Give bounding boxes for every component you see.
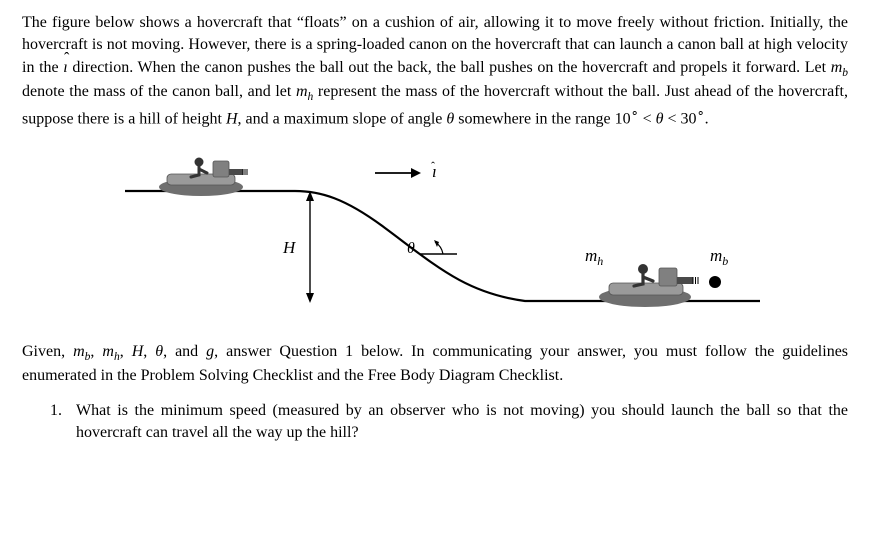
mb-symbol: m	[831, 59, 843, 76]
label-mb: mb	[710, 246, 728, 268]
diagram-svg: H θ ı ˆ	[105, 143, 765, 323]
theta-symbol: θ	[446, 111, 454, 128]
mb-sub: b	[842, 67, 848, 79]
mh-2: m	[102, 343, 114, 360]
given-prefix: Given,	[22, 343, 73, 360]
i-hat-symbol: ı	[63, 57, 67, 79]
label-ihat-hat: ˆ	[431, 159, 435, 173]
question-1-text: What is the minimum speed (measured by a…	[76, 400, 848, 445]
given-and: , and	[163, 343, 206, 360]
mh-sub: h	[308, 91, 314, 103]
height-arrow-bottom	[306, 293, 314, 303]
paragraph-given: Given, mb, mh, H, θ, and g, answer Quest…	[22, 341, 848, 388]
mb-2: m	[73, 343, 85, 360]
theta-arrowhead	[434, 240, 439, 247]
hovercraft-bottom	[599, 264, 698, 307]
canon-ball	[709, 276, 721, 288]
question-1-number: 1.	[50, 400, 68, 445]
ihat-arrowhead	[411, 168, 421, 178]
mh-sub-2: h	[114, 351, 120, 363]
theta-3: θ	[155, 343, 163, 360]
label-theta: θ	[407, 240, 415, 257]
H-2: H	[132, 343, 144, 360]
hovercraft-top	[159, 158, 247, 197]
label-H: H	[282, 238, 297, 257]
g-symbol: g	[206, 343, 214, 360]
question-1: 1. What is the minimum speed (measured b…	[50, 400, 848, 445]
theta-symbol-2: θ	[656, 111, 664, 128]
label-mh: mh	[585, 246, 603, 268]
mb-sub-2: b	[85, 351, 91, 363]
mh-symbol: m	[296, 83, 308, 100]
question-list: 1. What is the minimum speed (measured b…	[22, 400, 848, 445]
H-symbol: H	[226, 111, 238, 128]
figure-diagram: H θ ı ˆ	[22, 143, 848, 323]
given-suffix: , answer Question 1 below. In communicat…	[22, 343, 848, 384]
paragraph-intro: The figure below shows a hovercraft that…	[22, 12, 848, 131]
